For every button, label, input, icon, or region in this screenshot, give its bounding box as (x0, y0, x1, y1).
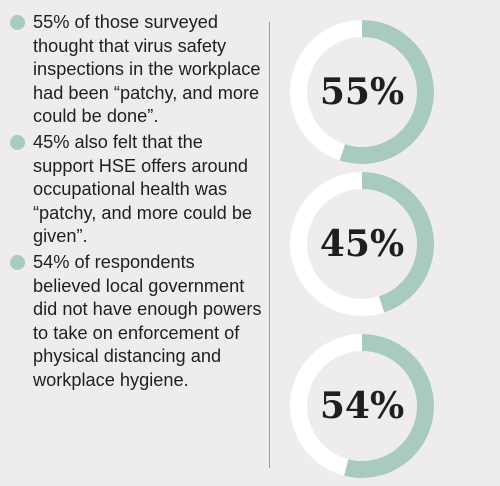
bullet-dot-icon (10, 134, 25, 150)
donut-label: 55% (320, 71, 404, 113)
donut-chart-1: 55% (290, 20, 434, 164)
bullet-item-1: 55% of those surveyed thought that virus… (10, 11, 262, 129)
donut-label: 45% (320, 223, 404, 265)
bullet-list: 55% of those surveyed thought that virus… (10, 11, 262, 395)
bullet-dot-icon (10, 254, 25, 270)
bullet-text: 55% of those surveyed thought that virus… (33, 12, 261, 127)
bullet-item-2: 45% also felt that the support HSE offer… (10, 131, 262, 249)
bullet-dot-icon (10, 15, 25, 30)
donut-value-arc (339, 20, 434, 164)
bullet-text: 54% of respondents believed local govern… (33, 251, 262, 390)
donut-label: 54% (320, 385, 404, 427)
donut-chart-2: 45% (290, 172, 435, 316)
donut-value-arc (344, 334, 434, 478)
donut-charts: 55% 45% 54% (290, 20, 435, 478)
vertical-divider (269, 22, 270, 468)
bullet-item-3: 54% of respondents believed local govern… (10, 251, 262, 393)
bullet-text: 45% also felt that the support HSE offer… (33, 131, 253, 247)
donut-value-arc (362, 172, 435, 313)
donut-chart-3: 54% (290, 334, 434, 478)
